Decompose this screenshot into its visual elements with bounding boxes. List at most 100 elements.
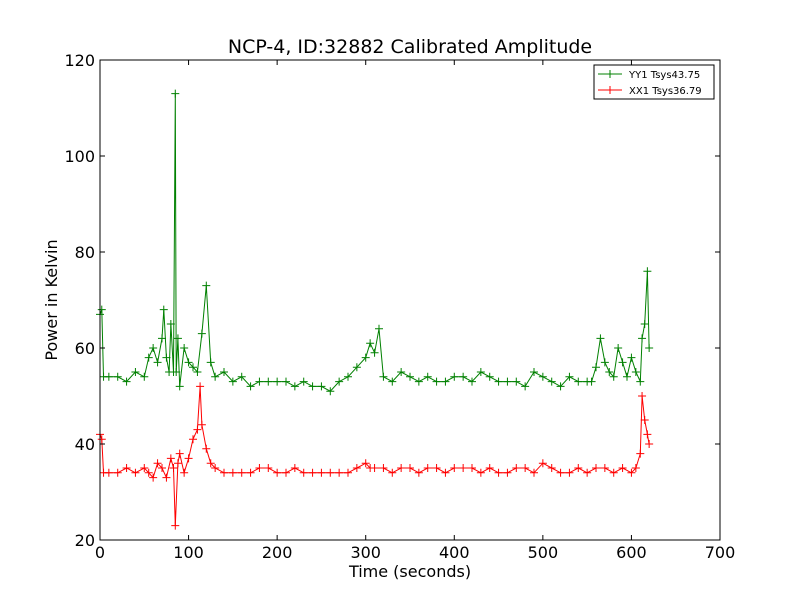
data-point [600, 358, 609, 367]
x-tick-label: 300 [350, 543, 381, 562]
data-point [162, 353, 171, 362]
data-point [104, 372, 113, 381]
data-point [503, 377, 512, 386]
data-point [631, 368, 640, 376]
data-point [166, 320, 175, 328]
data-point [530, 468, 538, 477]
data-point [556, 382, 565, 391]
data-point [153, 358, 162, 367]
data-point [538, 459, 547, 468]
x-tick-label: 200 [262, 543, 293, 562]
x-tick-label: 400 [439, 543, 470, 562]
data-point [485, 464, 494, 472]
data-point [308, 468, 317, 477]
data-point [131, 468, 140, 477]
data-point [317, 382, 326, 391]
data-point [441, 377, 450, 386]
plot-area [100, 60, 720, 540]
data-point [397, 464, 406, 472]
data-point [197, 329, 206, 338]
data-point [636, 377, 645, 386]
data-point [317, 468, 326, 477]
data-point [326, 468, 335, 477]
data-point [237, 468, 246, 477]
data-point [171, 521, 180, 530]
data-point [503, 468, 512, 477]
data-point [476, 468, 485, 477]
axes-layer: 0 100 200 300 400 500 600 700 20 40 60 80 100 120 [64, 51, 735, 562]
data-point [379, 464, 388, 472]
legend-box [593, 64, 715, 100]
plot-frame [99, 59, 721, 541]
data-point [592, 464, 600, 472]
data-point [600, 464, 609, 472]
x-tick-label: 700 [705, 543, 736, 562]
data-point [308, 382, 317, 391]
data-point [97, 305, 106, 314]
data-point [574, 377, 583, 386]
data-point [361, 353, 370, 362]
data-point [172, 368, 181, 376]
data-point [406, 464, 414, 472]
data-point [228, 468, 237, 477]
data-point [228, 377, 237, 386]
data-point [273, 468, 282, 477]
data-point [149, 473, 158, 482]
data-point [193, 425, 202, 434]
data-point [638, 334, 647, 343]
data-point [352, 363, 361, 372]
data-point [494, 468, 503, 477]
data-point [592, 363, 600, 372]
y-tick-label: 80 [75, 243, 95, 262]
y-tick-label: 60 [75, 339, 95, 358]
data-point [202, 281, 211, 290]
data-point [623, 372, 631, 381]
data-point [636, 449, 645, 458]
data-point [618, 464, 627, 472]
data-point [197, 420, 206, 429]
data-point [614, 344, 623, 352]
data-point [441, 468, 450, 477]
data-point [605, 368, 614, 376]
data-point [388, 377, 397, 386]
data-point [596, 334, 605, 343]
data-point [476, 368, 485, 376]
data-point [352, 464, 361, 472]
y-tick-label: 40 [75, 435, 95, 454]
data-point [290, 464, 299, 472]
data-point [618, 358, 627, 367]
data-point [631, 464, 640, 472]
data-point [361, 459, 370, 468]
data-point [609, 468, 618, 477]
legend: YY1 Tsys43.75 XX1 Tsys36.79 [593, 64, 715, 100]
data-point [645, 440, 654, 448]
data-point [335, 377, 344, 386]
data-point [153, 459, 162, 468]
data-point [326, 387, 335, 396]
data-point [521, 382, 530, 391]
data-point [264, 377, 273, 386]
data-point [645, 344, 654, 352]
data-point [255, 377, 264, 386]
data-point [144, 353, 153, 362]
data-point [406, 372, 414, 381]
legend-label: YY1 Tsys43.75 [628, 70, 700, 81]
data-point [370, 348, 379, 357]
data-point [388, 468, 397, 477]
data-point [397, 368, 406, 376]
data-point [547, 377, 556, 386]
y-axis-label: Power in Kelvin [42, 239, 61, 360]
data-point [459, 464, 468, 472]
data-point [643, 430, 652, 439]
data-point [206, 358, 215, 367]
data-point [184, 358, 193, 367]
data-point [237, 372, 246, 381]
data-point [255, 464, 264, 472]
data-point [131, 368, 140, 376]
series-1 [96, 89, 654, 396]
legend-marker [606, 70, 614, 78]
data-point [370, 464, 379, 472]
legend-marker [606, 86, 614, 94]
data-point [184, 454, 193, 463]
